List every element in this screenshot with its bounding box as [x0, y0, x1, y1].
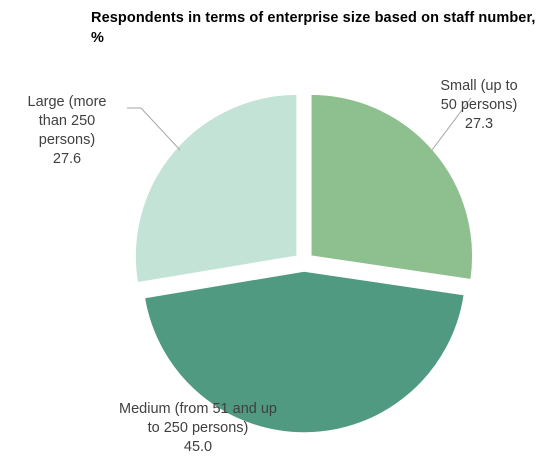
slice-value-label: 27.3	[465, 116, 493, 132]
pie-slice	[143, 270, 466, 434]
slice-category-label: persons)	[39, 132, 95, 148]
slice-category-label: Small (up to	[440, 78, 517, 94]
pie-slice	[134, 93, 298, 284]
slice-value-label: 45.0	[184, 439, 212, 455]
slice-category-label: 50 persons)	[441, 97, 518, 113]
chart-title: Respondents in terms of enterprise size …	[91, 10, 536, 46]
slice-category-label: to 250 persons)	[148, 420, 249, 436]
slice-category-label: than 250	[39, 113, 95, 129]
leader-line	[431, 97, 472, 151]
leader-line	[127, 107, 181, 151]
slice-category-label: Large (more	[28, 94, 107, 110]
slice-category-label: Medium (from 51 and up	[119, 401, 277, 417]
pie-slice	[310, 93, 474, 281]
slice-value-label: 27.6	[53, 151, 81, 167]
